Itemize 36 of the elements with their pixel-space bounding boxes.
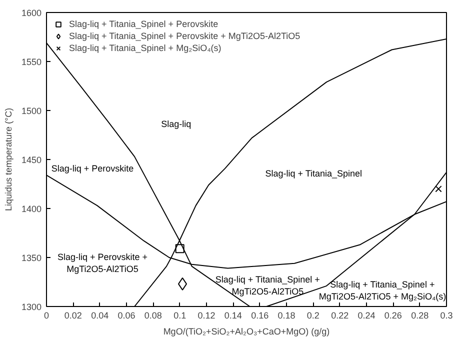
x-tick-label: 0.14: [224, 310, 242, 320]
x-tick-label: 0.16: [251, 310, 269, 320]
legend-label: Slag-liq + Titania_Spinel + Perovskite: [69, 18, 218, 30]
x-tick-label: 0.06: [118, 310, 136, 320]
y-tick-label: 1450: [21, 155, 42, 165]
x-tick-label: 0.08: [144, 310, 162, 320]
x-tick-label: 0.3: [440, 310, 453, 320]
x-tick-label: 0: [44, 310, 50, 320]
x-tick-label: 0.18: [278, 310, 296, 320]
point: [175, 244, 184, 254]
y-tick-label: 1300: [21, 302, 42, 312]
annotation: Slag-liq + Perovskite: [51, 164, 134, 174]
x-tick-label: 0.04: [91, 310, 109, 320]
x-tick-label: 0.22: [331, 310, 349, 320]
x-tick-label: 0.1: [174, 310, 186, 320]
y-tick-label: 1500: [21, 106, 42, 116]
annotation: Slag-liq: [161, 118, 192, 129]
x-tick-label: 0.2: [306, 310, 320, 320]
y-axis-title: Liquidus temperature (°C): [3, 108, 14, 212]
x-tick-label: 0.02: [64, 310, 82, 320]
x-tick-label: 0.12: [198, 310, 216, 320]
legend-label: Slag-liq + Titania_Spinel + Perovskite + MgTi2O5-Al2TiO5: [69, 30, 300, 42]
y-tick-label: 1550: [21, 57, 42, 67]
x-tick-label: 0.24: [358, 310, 376, 320]
annotation: Slag-liq + Titania_Spinel: [265, 168, 362, 179]
y-tick-label: 1350: [21, 253, 42, 263]
x-tick-label: 0.26: [384, 310, 402, 320]
x-tick-label: 0.28: [411, 310, 429, 320]
annotation: Slag-liq + Titania_Spinel + MgTi2O5-Al2TiO5 + Mg₂SiO₄(s): [318, 279, 446, 302]
annotation: Slag-liq + Titania_Spinel + MgTi2O5-Al2TiO5: [215, 274, 320, 296]
point: [435, 186, 442, 192]
y-tick-label: 1600: [21, 8, 42, 18]
legend-label: Slag-liq + Titania_Spinel + Mg₂SiO₄(s): [69, 42, 222, 54]
x-axis-title: MgO/(TiO₂+SiO₂+Al₂O₃+CaO+MgO) (g/g): [163, 326, 330, 336]
annotation: Slag-liq + Perovskite + MgTi2O5-Al2TiO5: [57, 252, 148, 274]
y-tick-label: 1400: [21, 204, 42, 214]
